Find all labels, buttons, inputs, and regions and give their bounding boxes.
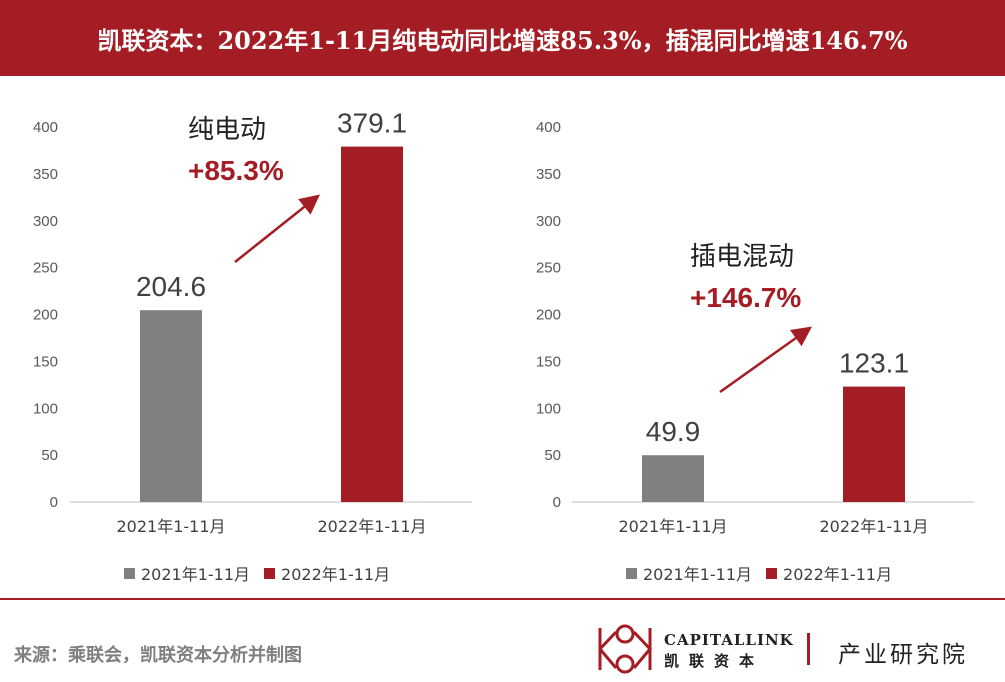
- brand-name-cn: 凯联资本: [664, 652, 765, 670]
- legend-item: 2021年1-11月: [626, 561, 752, 585]
- x-tick-label: 2021年1-11月: [618, 517, 727, 536]
- data-label: 379.1: [337, 108, 407, 139]
- legend-label: 2021年1-11月: [141, 565, 251, 584]
- annotation-growth: +85.3%: [188, 155, 284, 186]
- y-tick-label: 400: [33, 119, 58, 136]
- y-tick-label: 0: [553, 494, 561, 511]
- capitallink-logo-icon: [598, 624, 653, 674]
- legend-item: 2021年1-11月: [124, 561, 250, 585]
- y-tick-label: 250: [536, 260, 561, 277]
- y-tick-label: 100: [33, 400, 58, 417]
- bar: [843, 386, 905, 502]
- y-tick-label: 300: [33, 213, 58, 230]
- y-tick-label: 150: [536, 353, 561, 370]
- chart-bev: 0 50 100 150 200 250 300 350 400 204.6 2021年1-11月 3…: [33, 108, 472, 536]
- growth-arrow: [234, 194, 320, 263]
- bar: [341, 146, 403, 502]
- source-note: 来源：乘联会，凯联资本分析并制图: [14, 645, 302, 666]
- bar: [140, 310, 202, 502]
- header-banner: 凯联资本：2022年1-11月纯电动同比增速85.3%，插混同比增速146.7%: [0, 0, 1005, 76]
- y-tick-label: 350: [536, 166, 561, 183]
- x-tick-label: 2022年1-11月: [317, 517, 426, 536]
- x-tick-label: 2021年1-11月: [116, 517, 225, 536]
- legend-label: 2022年1-11月: [281, 565, 391, 584]
- brand-institute: 产业研究院: [838, 642, 968, 668]
- data-label: 123.1: [839, 348, 909, 379]
- legend-bev: 2021年1-11月 2022年1-11月: [124, 561, 404, 585]
- data-label: 204.6: [136, 271, 206, 302]
- bar: [642, 455, 704, 502]
- data-label: 49.9: [646, 416, 701, 447]
- y-tick-label: 50: [41, 447, 58, 464]
- y-tick-label: 300: [536, 213, 561, 230]
- page-title: 凯联资本：2022年1-11月纯电动同比增速85.3%，插混同比增速146.7%: [97, 25, 908, 55]
- y-tick-label: 350: [33, 166, 58, 183]
- legend-swatch: [626, 567, 637, 579]
- y-tick-label: 200: [33, 307, 58, 324]
- charts-area: 0 50 100 150 200 250 300 350 400 204.6 2021年1-11月 3…: [0, 76, 1005, 598]
- x-tick-label: 2022年1-11月: [819, 517, 928, 536]
- y-tick-label: 250: [33, 260, 58, 277]
- annotation-label: 纯电动: [188, 115, 266, 145]
- annotation-growth: +146.7%: [690, 282, 801, 313]
- footer-divider: [0, 598, 1005, 600]
- legend-item: 2022年1-11月: [264, 561, 390, 585]
- annotation-label: 插电混动: [690, 242, 794, 272]
- y-tick-label: 400: [536, 119, 561, 136]
- y-tick-label: 150: [33, 353, 58, 370]
- brand-name-en: CAPITALLINK: [664, 631, 794, 649]
- legend-swatch: [766, 567, 778, 579]
- brand-separator: [807, 633, 810, 665]
- y-tick-label: 50: [544, 447, 561, 464]
- legend-label: 2022年1-11月: [783, 565, 893, 584]
- chart-phev: 0 50 100 150 200 250 300 350 400 49.9 2021年1-11月 12…: [536, 119, 974, 536]
- y-tick-label: 100: [536, 400, 561, 417]
- legend-item: 2022年1-11月: [766, 561, 892, 585]
- growth-arrow: [719, 326, 813, 394]
- y-tick-label: 200: [536, 307, 561, 324]
- y-tick-label: 0: [50, 494, 58, 511]
- legend-swatch: [124, 567, 135, 579]
- legend-swatch: [264, 567, 276, 579]
- legend-label: 2021年1-11月: [643, 565, 753, 584]
- legend-phev: 2021年1-11月 2022年1-11月: [626, 561, 906, 585]
